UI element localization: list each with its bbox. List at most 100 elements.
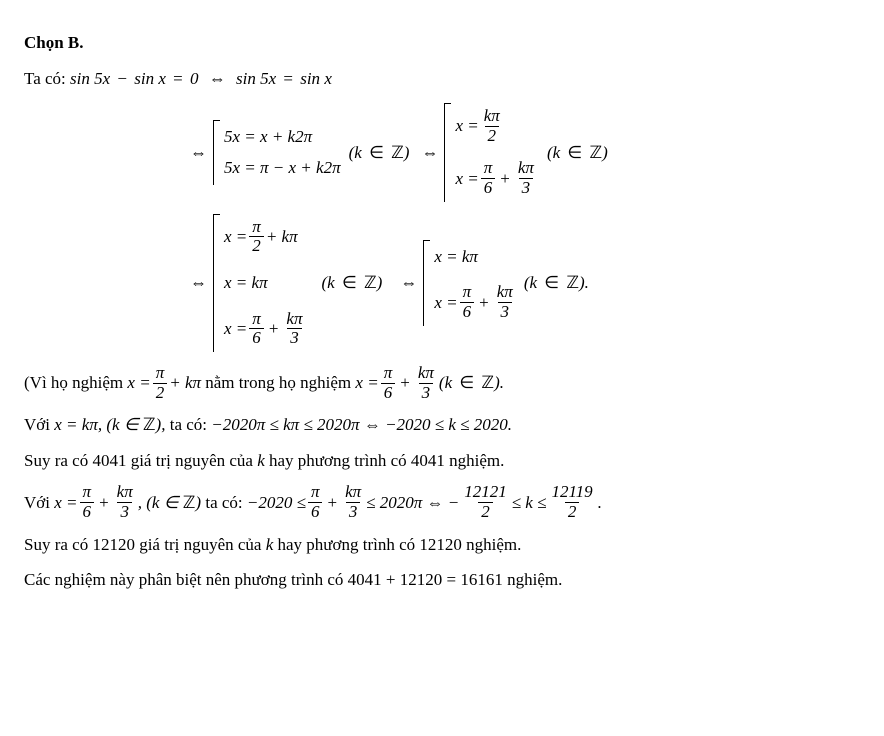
final-line: Các nghiệm này phân biệt nên phương trìn… xyxy=(24,567,860,593)
f-den: 6 xyxy=(381,383,396,403)
f-den: 3 xyxy=(287,328,302,348)
f-den: 6 xyxy=(481,178,496,198)
dot: . xyxy=(598,490,602,516)
f-den: 6 xyxy=(249,328,264,348)
b2a-l1: x = π2 + kπ xyxy=(224,218,307,256)
b1a-l2: 5x = π − x + k2π xyxy=(224,155,341,181)
f-num: kπ xyxy=(515,159,537,178)
result2: Suy ra có 12120 giá trị nguyên của k hay… xyxy=(24,532,860,558)
tail: + kπ xyxy=(266,224,298,250)
f-den: 6 xyxy=(308,502,323,522)
f-den: 6 xyxy=(80,502,95,522)
note-prefix: (Vì họ nghiệm xyxy=(24,370,123,396)
case1-mid: ta có: xyxy=(170,415,207,434)
case2-mid: ta có: xyxy=(205,490,242,516)
bracket-1a: 5x = x + k2π 5x = π − x + k2π xyxy=(213,120,343,185)
bracket-1b: x = kπ2 x = π6 + kπ3 xyxy=(444,103,540,202)
f-den: 3 xyxy=(498,302,513,322)
b1b-l2: x = π6 + kπ3 xyxy=(455,159,538,197)
b1b-l1: x = kπ2 xyxy=(455,107,538,145)
b2a-l2: x = kπ xyxy=(224,270,307,296)
b1a-l1: 5x = x + k2π xyxy=(224,124,341,150)
step1-row: ⇔ 5x = x + k2π 5x = π − x + k2π (k ∈ ℤ) … xyxy=(24,103,860,202)
f-num: kπ xyxy=(481,107,503,126)
iff-1: ⇔ xyxy=(184,140,213,166)
f-num: 12119 xyxy=(548,483,595,502)
plus: + xyxy=(476,290,492,316)
case1-eq: x = kπ, (k ∈ ℤ), xyxy=(54,415,165,434)
f-den: 2 xyxy=(485,126,500,146)
f-num: 12121 xyxy=(461,483,510,502)
answer-header: Chọn B. xyxy=(24,30,860,56)
f-den: 2 xyxy=(478,502,493,522)
bracket-2a: x = π2 + kπ x = kπ x = π6 + kπ3 xyxy=(213,214,309,352)
final-tail: nghiệm. xyxy=(507,570,562,589)
f-den: 6 xyxy=(460,302,475,322)
b2a-l3: x = π6 + kπ3 xyxy=(224,310,307,348)
r-lhs: −2020 ≤ xyxy=(247,490,306,516)
plus: + xyxy=(324,490,340,516)
b1b-l2-lhs: x = xyxy=(455,166,478,192)
f-num: π xyxy=(80,483,95,502)
lhs: x = xyxy=(355,370,378,396)
lhs: x = xyxy=(224,316,247,342)
bracket-2b: x = kπ x = π6 + kπ3 xyxy=(423,240,519,326)
lhs: x = xyxy=(127,370,150,396)
f-num: π xyxy=(460,283,475,302)
f-num: kπ xyxy=(494,283,516,302)
case1-prefix: Với xyxy=(24,415,50,434)
cond-2a: (k ∈ ℤ) xyxy=(321,270,382,296)
f-den: 3 xyxy=(519,178,534,198)
case2-prefix: Với xyxy=(24,490,50,516)
f-den: 3 xyxy=(419,383,434,403)
step2-row: ⇔ x = π2 + kπ x = kπ x = π6 + kπ3 (k ∈ ℤ… xyxy=(24,214,860,352)
final-calc: 4041 + 12120 = 16161 xyxy=(348,570,507,589)
case2-line: Với x = π6 + kπ3 , (k ∈ ℤ) ta có: −2020 … xyxy=(24,483,860,521)
r-mid: ≤ 2020π ⇔ − xyxy=(366,490,459,516)
note-tail: (k ∈ ℤ). xyxy=(439,370,504,396)
f-num: kπ xyxy=(342,483,364,502)
b2b-l1: x = kπ xyxy=(434,244,517,270)
cond-2b: (k ∈ ℤ). xyxy=(524,270,589,296)
f-num: π xyxy=(481,159,496,178)
case2-cond: , (k ∈ ℤ) xyxy=(138,490,201,516)
lhs: x = xyxy=(54,490,77,516)
plus: + xyxy=(397,370,413,396)
b1b-l1-lhs: x = xyxy=(455,113,478,139)
note-mid: nằm trong họ nghiệm xyxy=(205,370,351,396)
f-den: 2 xyxy=(565,502,580,522)
cond-1: (k ∈ ℤ) xyxy=(349,140,410,166)
iff-1b: ⇔ xyxy=(415,140,444,166)
f-num: kπ xyxy=(114,483,136,502)
case2-eq: x = π6 + kπ3 xyxy=(54,483,137,521)
f-num: π xyxy=(153,364,168,383)
case1-range: −2020π ≤ kπ ≤ 2020π ⇔ −2020 ≤ k ≤ 2020. xyxy=(211,415,512,434)
lhs: x = xyxy=(224,224,247,250)
f-den: 3 xyxy=(346,502,361,522)
f-den: 2 xyxy=(249,236,264,256)
iff-2b: ⇔ xyxy=(394,270,423,296)
intro-prefix: Ta có: xyxy=(24,69,66,88)
f-num: π xyxy=(249,218,264,237)
f-den: 3 xyxy=(117,502,132,522)
f-num: kπ xyxy=(415,364,437,383)
intro-eq: sin 5x − sin x = 0 ⇔ sin 5x = sin x xyxy=(70,69,332,88)
plus: + xyxy=(497,166,513,192)
b2b-l2: x = π6 + kπ3 xyxy=(434,283,517,321)
f-num: π xyxy=(308,483,323,502)
note-eq1: x = π2 + kπ xyxy=(127,364,201,402)
case2-range: −2020 ≤ π6 + kπ3 ≤ 2020π ⇔ − 121212 ≤ k … xyxy=(247,483,602,521)
final-text: Các nghiệm này phân biệt nên phương trìn… xyxy=(24,570,343,589)
note-eq2: x = π6 + kπ3 xyxy=(355,364,438,402)
intro-line: Ta có: sin 5x − sin x = 0 ⇔ sin 5x = sin… xyxy=(24,66,860,92)
f-num: kπ xyxy=(283,310,305,329)
r-mid2: ≤ k ≤ xyxy=(512,490,547,516)
lhs: x = xyxy=(434,290,457,316)
plus: + xyxy=(266,316,282,342)
f-den: 2 xyxy=(153,383,168,403)
note-line: (Vì họ nghiệm x = π2 + kπ nằm trong họ n… xyxy=(24,364,860,402)
case1-line: Với x = kπ, (k ∈ ℤ), ta có: −2020π ≤ kπ … xyxy=(24,412,860,438)
iff-2: ⇔ xyxy=(184,270,213,296)
result1: Suy ra có 4041 giá trị nguyên của k hay … xyxy=(24,448,860,474)
cond-1b: (k ∈ ℤ) xyxy=(547,140,608,166)
